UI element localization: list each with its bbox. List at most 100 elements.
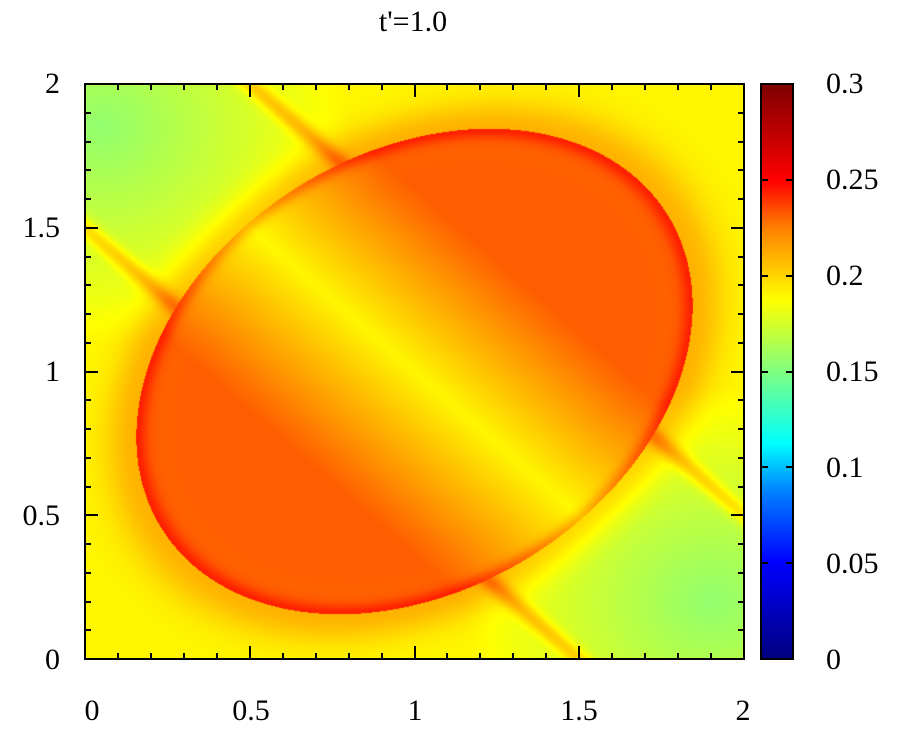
x-tick-label: 0.5	[232, 694, 270, 727]
axis-tick	[738, 112, 745, 114]
axis-tick	[84, 83, 98, 85]
axis-tick	[738, 399, 745, 401]
axis-tick	[545, 653, 547, 660]
axis-tick	[84, 601, 91, 603]
axis-tick	[479, 83, 481, 90]
axis-tick	[512, 653, 514, 660]
axis-tick	[84, 371, 98, 373]
axis-tick	[84, 428, 91, 430]
axis-tick	[731, 83, 745, 85]
axis-tick	[84, 169, 91, 171]
axis-tick	[84, 658, 98, 660]
axis-tick	[84, 514, 98, 516]
y-tick-label: 2	[45, 67, 60, 100]
axis-tick	[644, 83, 646, 90]
axis-tick	[738, 342, 745, 344]
axis-tick	[150, 83, 152, 90]
axis-tick	[84, 646, 86, 660]
axis-tick	[677, 653, 679, 660]
x-tick-label: 1	[407, 694, 423, 727]
axis-tick	[731, 658, 745, 660]
axis-tick	[760, 466, 768, 468]
x-tick-label: 2	[735, 694, 751, 727]
axis-tick	[183, 83, 185, 90]
axis-tick	[315, 83, 317, 90]
axis-tick	[738, 169, 745, 171]
y-tick-label: 1	[45, 355, 60, 388]
axis-tick	[150, 653, 152, 660]
axis-tick	[738, 457, 745, 459]
axis-tick	[760, 179, 768, 181]
axis-tick	[786, 179, 794, 181]
axis-tick	[738, 198, 745, 200]
axis-tick	[738, 141, 745, 143]
axis-tick	[84, 141, 91, 143]
axis-tick	[578, 646, 580, 660]
colorbar-tick-label: 0	[826, 643, 841, 676]
axis-tick	[84, 198, 91, 200]
colorbar-tick-label: 0.25	[826, 163, 879, 196]
axis-tick	[786, 371, 794, 373]
axis-tick	[84, 486, 91, 488]
x-tick-label: 1.5	[560, 694, 598, 727]
axis-tick	[446, 83, 448, 90]
axis-tick	[731, 514, 745, 516]
axis-tick	[677, 83, 679, 90]
x-tick-label: 0	[84, 694, 100, 727]
axis-tick	[315, 653, 317, 660]
axis-tick	[216, 83, 218, 90]
axis-tick	[414, 646, 416, 660]
axis-tick	[731, 371, 745, 373]
axis-tick	[84, 112, 91, 114]
axis-tick	[84, 313, 91, 315]
axis-tick	[84, 256, 91, 258]
heatmap-canvas	[84, 83, 745, 660]
axis-tick	[117, 653, 119, 660]
colorbar-tick-label: 0.3	[826, 67, 864, 100]
axis-tick	[738, 543, 745, 545]
colorbar-tick-label: 0.1	[826, 451, 864, 484]
colorbar-tick-label: 0.05	[826, 547, 879, 580]
colorbar-tick-label: 0.2	[826, 259, 864, 292]
axis-tick	[348, 83, 350, 90]
axis-tick	[249, 83, 251, 97]
axis-tick	[738, 428, 745, 430]
axis-tick	[216, 653, 218, 660]
axis-tick	[738, 572, 745, 574]
heatmap-plot-area	[84, 83, 745, 660]
axis-tick	[84, 572, 91, 574]
y-tick-label: 0	[45, 643, 60, 676]
axis-tick	[738, 256, 745, 258]
axis-tick	[710, 83, 712, 90]
axis-tick	[760, 371, 768, 373]
axis-tick	[446, 653, 448, 660]
axis-tick	[738, 313, 745, 315]
axis-tick	[512, 83, 514, 90]
axis-tick	[738, 601, 745, 603]
axis-tick	[414, 83, 416, 97]
axis-tick	[738, 629, 745, 631]
axis-tick	[84, 629, 91, 631]
axis-tick	[611, 83, 613, 90]
axis-tick	[738, 486, 745, 488]
axis-tick	[117, 83, 119, 90]
axis-tick	[731, 227, 745, 229]
axis-tick	[743, 646, 745, 660]
y-tick-label: 1.5	[22, 211, 61, 244]
axis-tick	[84, 543, 91, 545]
axis-tick	[644, 653, 646, 660]
axis-tick	[84, 457, 91, 459]
axis-tick	[84, 399, 91, 401]
colorbar-tick-label: 0.15	[826, 355, 879, 388]
axis-tick	[710, 653, 712, 660]
axis-tick	[786, 562, 794, 564]
axis-tick	[786, 466, 794, 468]
axis-tick	[348, 653, 350, 660]
axis-tick	[282, 83, 284, 90]
axis-tick	[738, 284, 745, 286]
axis-tick	[760, 275, 768, 277]
axis-tick	[84, 342, 91, 344]
axis-tick	[479, 653, 481, 660]
axis-tick	[381, 653, 383, 660]
axis-tick	[611, 653, 613, 660]
